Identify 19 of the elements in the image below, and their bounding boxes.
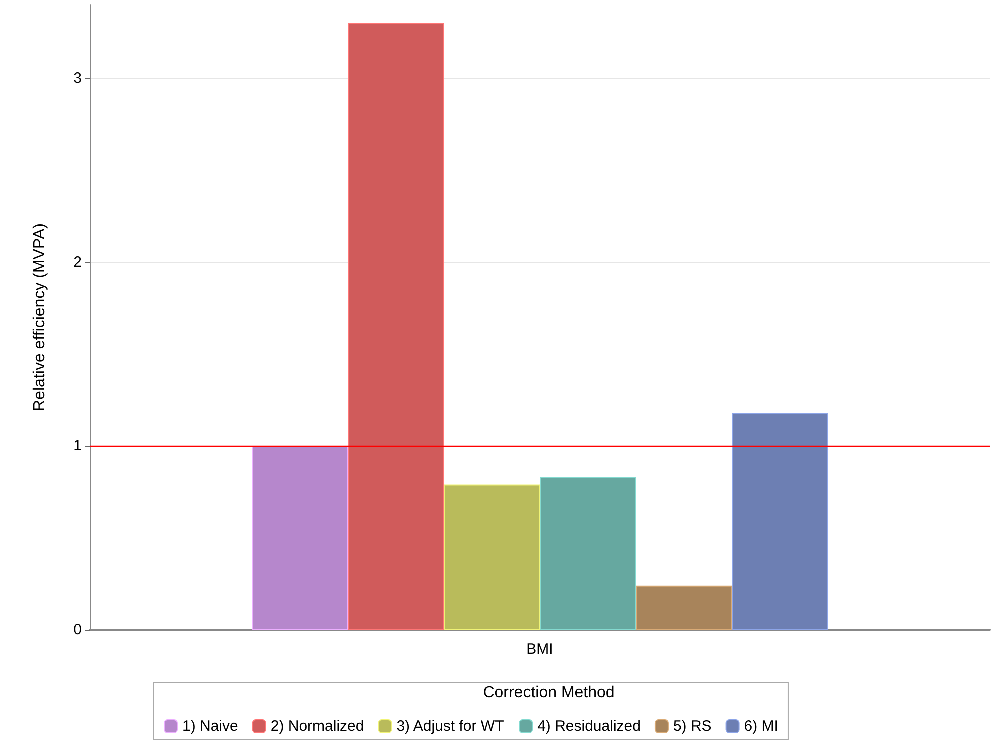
bar (540, 477, 636, 630)
y-tick-label: 3 (74, 70, 82, 88)
legend-label: 5) RS (673, 718, 712, 735)
bar (732, 413, 828, 630)
bar (444, 484, 540, 630)
bar (348, 23, 444, 630)
legend-title: Correction Method (483, 684, 615, 702)
legend-label: 3) Adjust for WT (396, 718, 504, 735)
y-tick-label: 1 (74, 438, 82, 455)
y-tick-label: 0 (74, 622, 82, 638)
bar (636, 586, 732, 630)
y-axis-title: Relative efficiency (MVPA) (32, 224, 48, 412)
y-tick-label: 2 (74, 254, 82, 271)
legend-label: 1) Naive (182, 718, 238, 735)
legend-label: 2) Normalized (270, 718, 364, 735)
bar (252, 446, 348, 630)
x-tick-label: BMI (526, 641, 554, 658)
legend-label: 6) MI (744, 718, 778, 735)
legend-label: 4) Residualized (538, 718, 641, 735)
